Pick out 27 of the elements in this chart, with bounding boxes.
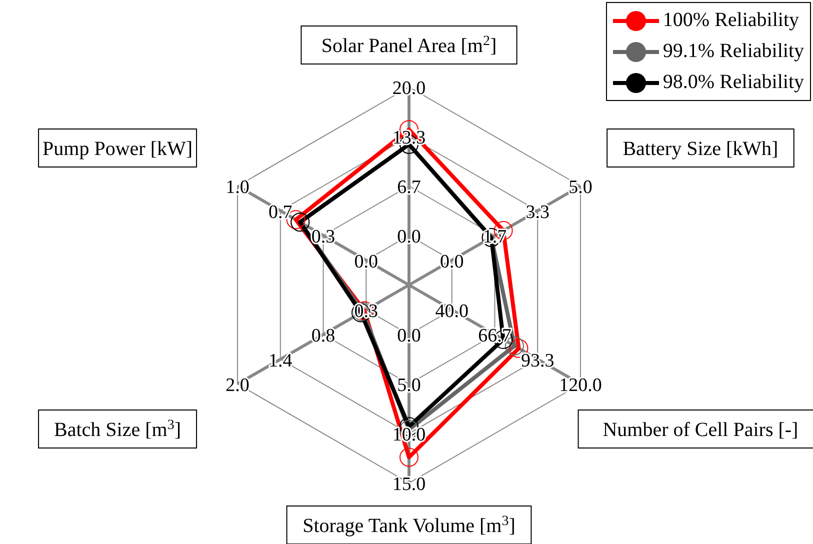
spoke-label: Batch Size [m$^{3}$] — [54, 418, 182, 441]
text: 1.4 — [268, 350, 293, 372]
spoke-label: Number of Cell Pairs [-] — [602, 419, 798, 441]
spoke-label: Pump Power [kW] — [42, 138, 193, 160]
legend-label: 100% Reliability — [662, 9, 799, 32]
legend-label: 99.1% Reliability — [662, 40, 804, 63]
text: 20.0 — [392, 78, 426, 99]
text: 120.0 — [559, 375, 602, 396]
text: 5.0 — [568, 177, 592, 198]
text: 2.0 — [226, 375, 250, 396]
text: 0.0 — [397, 226, 421, 248]
text: 6.7 — [397, 177, 421, 198]
text: 0.0 — [354, 251, 378, 272]
legend-label: 98.0% Reliability — [662, 71, 804, 94]
text: 0.8 — [311, 326, 336, 346]
text: 0.0 — [440, 251, 464, 272]
text: 40.0 — [435, 300, 468, 322]
text: 3.3 — [526, 202, 550, 223]
spoke-label: Storage Tank Volume [m$^{3}$] — [302, 514, 516, 537]
text: 5.0 — [397, 375, 421, 396]
text: 93.3 — [520, 350, 554, 372]
text: 0.7 — [268, 202, 292, 223]
text: 15.0 — [392, 474, 426, 495]
spoke-label: Solar Panel Area [m$^{2}$] — [321, 34, 497, 57]
text: 1.0 — [226, 177, 250, 198]
spoke-label: Battery Size [kWh] — [622, 138, 778, 160]
text: 0.0 — [397, 326, 421, 346]
